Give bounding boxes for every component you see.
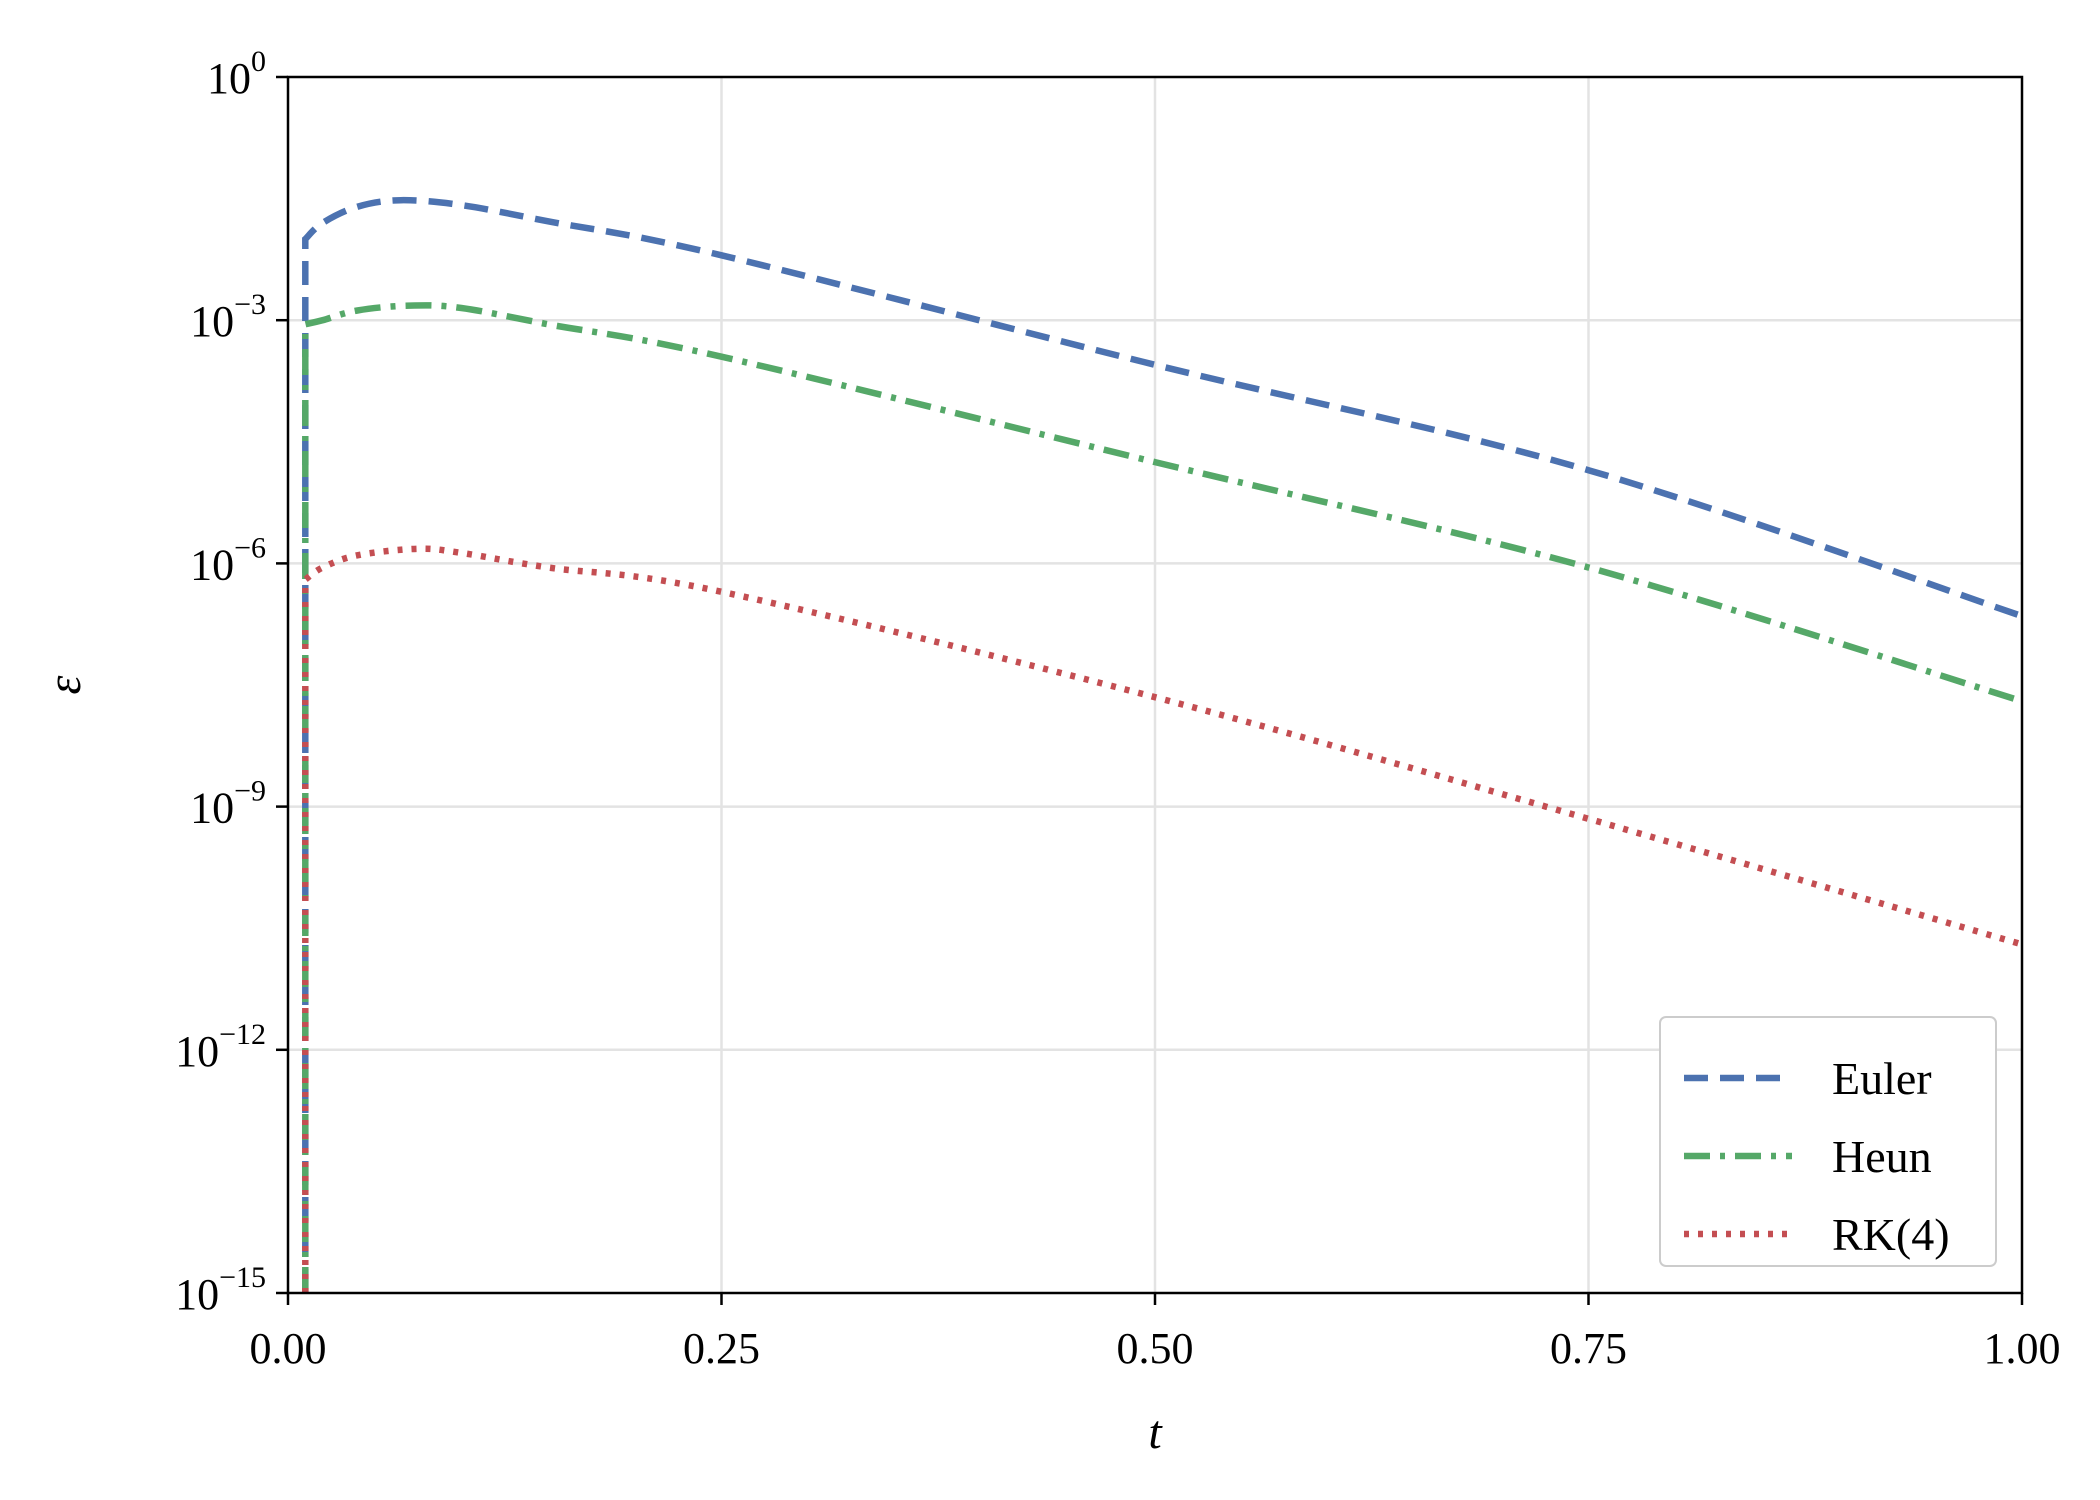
legend-label-euler: Euler bbox=[1832, 1053, 1932, 1104]
x-tick-label: 0.00 bbox=[250, 1324, 327, 1373]
y-tick-label: 100 bbox=[207, 45, 266, 103]
x-tick-label: 0.25 bbox=[683, 1324, 760, 1373]
y-tick-label: 10−9 bbox=[190, 775, 266, 833]
legend-label-rk-4: RK(4) bbox=[1832, 1209, 1950, 1260]
x-axis-label: t bbox=[1148, 1406, 1163, 1459]
y-axis-label: ε bbox=[38, 675, 91, 694]
series-line-heun bbox=[302, 302, 2022, 1293]
series-line-euler bbox=[302, 196, 2022, 1293]
grid bbox=[288, 77, 2022, 1293]
x-tick-label: 1.00 bbox=[1984, 1324, 2061, 1373]
legend-label-heun: Heun bbox=[1832, 1131, 1932, 1182]
y-tick-label: 10−6 bbox=[190, 531, 266, 589]
y-tick-label: 10−12 bbox=[175, 1018, 266, 1076]
series-layer bbox=[302, 196, 2022, 1293]
legend: Euler Heun RK(4) bbox=[1659, 1016, 1997, 1267]
ticks: 0.00 0.25 0.50 0.75 1.00 100 10−3 10−6 10−9 10−12… bbox=[175, 45, 2060, 1373]
x-tick-label: 0.75 bbox=[1550, 1324, 1627, 1373]
x-tick-label: 0.50 bbox=[1117, 1324, 1194, 1373]
y-tick-label: 10−15 bbox=[175, 1261, 266, 1319]
y-tick-label: 10−3 bbox=[190, 288, 266, 346]
